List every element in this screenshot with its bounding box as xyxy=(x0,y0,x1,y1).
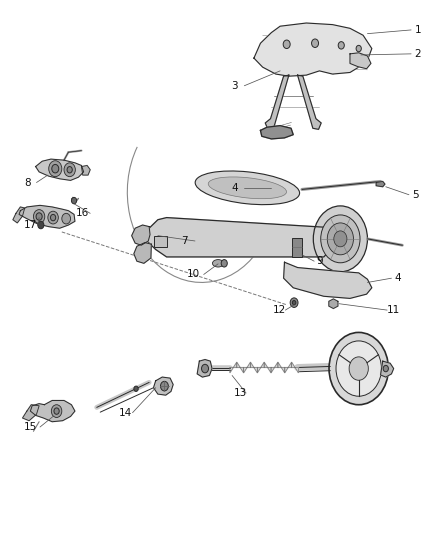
Polygon shape xyxy=(381,361,394,377)
Polygon shape xyxy=(271,362,278,373)
Text: 5: 5 xyxy=(412,190,419,200)
Circle shape xyxy=(221,260,227,267)
Polygon shape xyxy=(81,165,90,175)
Polygon shape xyxy=(244,362,251,373)
Polygon shape xyxy=(147,217,341,257)
Circle shape xyxy=(64,163,75,176)
Polygon shape xyxy=(251,362,258,373)
Ellipse shape xyxy=(208,177,286,199)
Circle shape xyxy=(313,206,367,272)
Text: 17: 17 xyxy=(24,220,37,230)
Text: 16: 16 xyxy=(76,208,89,219)
Bar xyxy=(292,238,302,257)
Polygon shape xyxy=(230,362,237,373)
Circle shape xyxy=(52,165,59,173)
Circle shape xyxy=(338,42,344,49)
Circle shape xyxy=(327,223,353,255)
Text: 10: 10 xyxy=(187,270,200,279)
Text: 9: 9 xyxy=(316,256,323,266)
Circle shape xyxy=(54,408,59,414)
Circle shape xyxy=(201,365,208,373)
Circle shape xyxy=(311,39,318,47)
Ellipse shape xyxy=(195,171,300,205)
Text: 4: 4 xyxy=(231,183,237,193)
Text: 3: 3 xyxy=(231,81,237,91)
Circle shape xyxy=(292,301,296,305)
Text: 14: 14 xyxy=(119,408,132,418)
Circle shape xyxy=(49,161,62,176)
Text: 8: 8 xyxy=(25,177,31,188)
Bar xyxy=(153,236,166,247)
Circle shape xyxy=(349,357,368,380)
Polygon shape xyxy=(237,362,244,373)
Polygon shape xyxy=(35,159,84,180)
Text: 11: 11 xyxy=(387,305,400,315)
Circle shape xyxy=(134,386,138,391)
Polygon shape xyxy=(297,75,321,130)
Circle shape xyxy=(160,381,168,391)
Polygon shape xyxy=(350,53,371,69)
Circle shape xyxy=(383,366,389,372)
Text: 1: 1 xyxy=(414,25,421,35)
Text: 12: 12 xyxy=(272,305,286,315)
Polygon shape xyxy=(284,262,372,298)
Polygon shape xyxy=(264,362,271,373)
Circle shape xyxy=(71,197,77,204)
Circle shape xyxy=(48,211,58,224)
Polygon shape xyxy=(134,243,151,263)
Text: 7: 7 xyxy=(181,236,187,246)
Circle shape xyxy=(290,298,298,308)
Ellipse shape xyxy=(212,260,224,267)
Circle shape xyxy=(33,209,45,223)
Circle shape xyxy=(67,166,72,173)
Polygon shape xyxy=(19,205,75,228)
Polygon shape xyxy=(329,299,338,309)
Circle shape xyxy=(336,341,381,396)
Circle shape xyxy=(334,231,347,247)
Circle shape xyxy=(329,333,389,405)
Circle shape xyxy=(283,40,290,49)
Polygon shape xyxy=(153,377,173,395)
Polygon shape xyxy=(13,207,25,223)
Polygon shape xyxy=(22,405,39,421)
Polygon shape xyxy=(254,23,372,76)
Text: 15: 15 xyxy=(24,422,37,432)
Circle shape xyxy=(62,213,71,224)
Circle shape xyxy=(321,215,360,263)
Circle shape xyxy=(38,221,44,229)
Text: 4: 4 xyxy=(395,273,401,283)
Text: 13: 13 xyxy=(233,388,247,398)
Circle shape xyxy=(36,213,42,220)
Polygon shape xyxy=(278,362,285,373)
Polygon shape xyxy=(132,225,150,245)
Polygon shape xyxy=(258,362,264,373)
Polygon shape xyxy=(265,75,289,130)
Polygon shape xyxy=(292,362,298,373)
Polygon shape xyxy=(376,181,385,187)
Polygon shape xyxy=(197,360,212,377)
Circle shape xyxy=(356,45,361,52)
Circle shape xyxy=(50,214,56,221)
Polygon shape xyxy=(285,362,292,373)
Polygon shape xyxy=(30,400,75,422)
Circle shape xyxy=(51,405,62,417)
Polygon shape xyxy=(261,126,293,139)
Text: 2: 2 xyxy=(414,49,421,59)
